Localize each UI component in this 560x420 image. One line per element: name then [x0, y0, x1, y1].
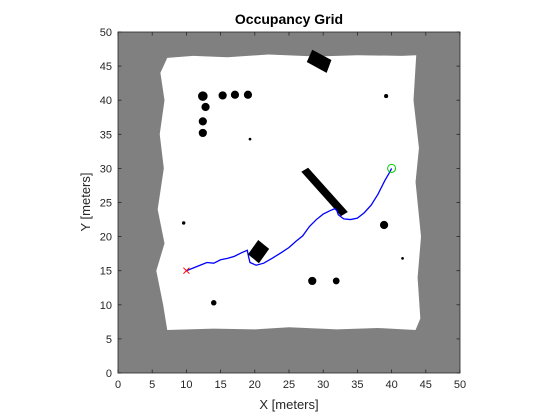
obstacle-circle	[218, 91, 227, 100]
x-tick-label: 40	[385, 379, 397, 391]
start-marker-stroke	[183, 267, 190, 275]
y-axis-label: Y [meters]	[78, 172, 93, 231]
y-tick-label: 5	[106, 334, 112, 346]
y-tick-label: 25	[100, 198, 112, 210]
obstacle-circle	[230, 90, 240, 99]
y-tick-label: 40	[100, 95, 112, 107]
y-tick-label: 20	[100, 232, 112, 244]
plot-area	[118, 32, 460, 373]
x-tick-label: 5	[149, 379, 155, 391]
obstacle-circle	[379, 220, 389, 230]
robot-path-line	[186, 168, 393, 272]
y-tick-label: 15	[100, 266, 112, 278]
y-tick-label: 30	[100, 163, 112, 175]
obstacle-polygon	[301, 167, 348, 217]
obstacle-circle	[211, 300, 217, 306]
obstacle-circle	[384, 94, 389, 99]
y-tick-label: 35	[100, 129, 112, 141]
goal-marker	[387, 163, 397, 173]
x-tick-label: 20	[249, 379, 261, 391]
obstacle-polygon	[247, 240, 270, 264]
x-tick-label: 10	[180, 379, 192, 391]
y-axis-ticks: 0 5 10 15 20 25 30 35 40 45 50	[100, 27, 460, 380]
x-tick-label: 45	[420, 379, 432, 391]
obstacle-circle	[198, 91, 208, 101]
obstacle-polygon	[306, 49, 332, 73]
x-tick-label: 50	[454, 379, 466, 391]
x-tick-label: 35	[351, 379, 363, 391]
y-tick-label: 50	[100, 27, 112, 39]
x-tick-label: 0	[115, 379, 121, 391]
axes-box	[117, 31, 461, 374]
x-axis-ticks: 0 5 10 15 20 25 30 35 40 45 50	[115, 32, 466, 391]
y-tick-label: 10	[100, 300, 112, 312]
obstacle-circle	[401, 257, 404, 260]
x-axis-label: X [meters]	[259, 397, 318, 412]
obstacle-circle	[308, 276, 317, 286]
obstacle-circle	[198, 117, 207, 126]
y-tick-label: 45	[100, 61, 112, 73]
obstacle-circle	[201, 102, 210, 112]
x-tick-label: 30	[317, 379, 329, 391]
y-tick-label: 0	[106, 368, 112, 380]
x-tick-label: 25	[283, 379, 295, 391]
obstacle-circle	[198, 128, 207, 138]
start-marker	[183, 267, 190, 275]
chart-title: Occupancy Grid	[235, 11, 343, 27]
obstacles-layer	[181, 49, 404, 306]
obstacle-circle	[248, 137, 252, 141]
obstacle-circle	[332, 277, 340, 285]
obstacle-circle	[181, 221, 186, 225]
free-space-region	[156, 54, 422, 331]
x-tick-label: 15	[214, 379, 226, 391]
obstacle-circle	[243, 90, 253, 99]
